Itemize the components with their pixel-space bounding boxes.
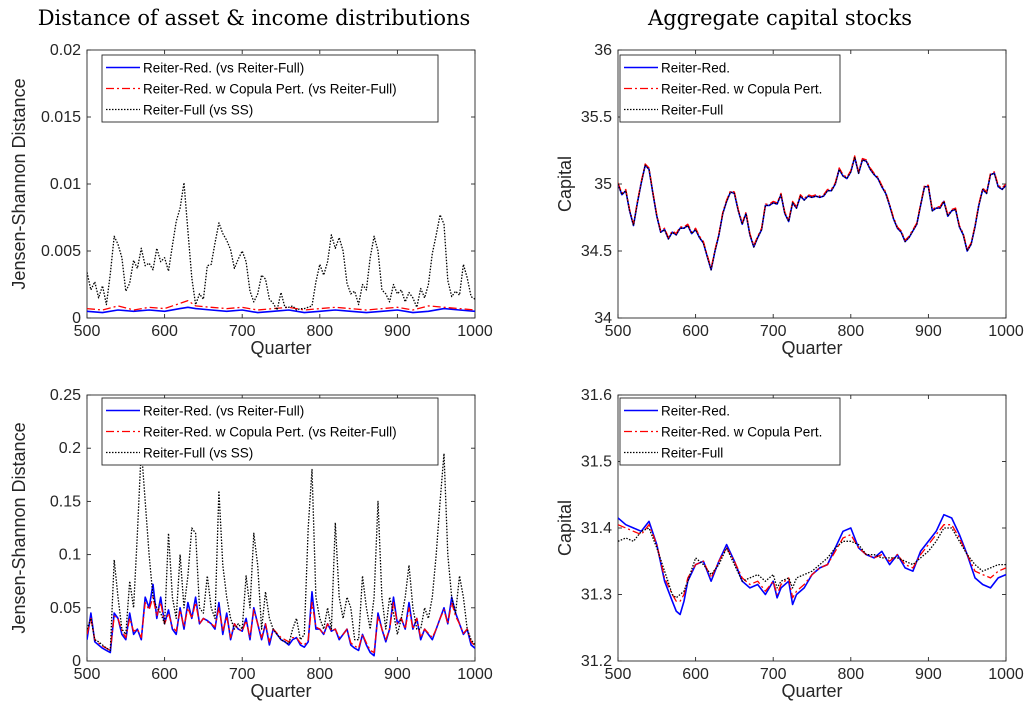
series-group [618,513,1006,616]
y-tick-label: 0.015 [41,109,81,126]
x-tick-label: 700 [229,323,256,340]
series-line-1 [618,524,1006,602]
y-axis-label: Jensen-Shannon Distance [9,78,29,289]
y-axis-label: Capital [555,156,575,212]
x-tick-label: 900 [915,666,942,683]
y-tick-label: 35 [594,176,612,193]
series-line-1 [87,299,475,311]
x-tick-label: 500 [605,666,632,683]
chart-panel-capital-top: 500 600 700 800 900 1000 34 34.5 35 35.5 36 Quarter… [555,42,1024,358]
x-tick-label: 1000 [988,666,1024,683]
series-line-0 [618,513,1006,616]
x-tick-label: 900 [384,323,411,340]
y-tick-label: 0.15 [50,493,81,510]
y-tick-label: 0 [72,310,81,327]
y-tick-label: 0.1 [59,547,81,564]
chart-panel-distance-top: 500 600 700 800 900 1000 0 0.005 0.01 0.015 0.02 Qu… [9,42,493,358]
y-tick-label: 31.5 [581,454,612,471]
x-axis-label: Quarter [250,681,311,701]
x-tick-label: 800 [837,666,864,683]
x-tick-label: 1000 [457,666,493,683]
x-tick-label: 600 [682,323,709,340]
y-tick-label: 31.2 [581,653,612,670]
x-axis-label: Quarter [781,338,842,358]
series-line-2 [618,156,1006,271]
legend-label: Reiter-Full [661,446,723,461]
x-tick-label: 700 [229,666,256,683]
legend-label: Reiter-Red. w Copula Pert. [661,425,822,440]
x-axis-label: Quarter [781,681,842,701]
x-axis-label: Quarter [250,338,311,358]
y-tick-label: 34.5 [581,243,612,260]
series-group [87,182,475,314]
y-tick-label: 35.5 [581,109,612,126]
y-tick-label: 0.05 [50,600,81,617]
legend: Reiter-Red. (vs Reiter-Full) Reiter-Red. … [101,54,439,123]
x-tick-label: 600 [151,323,178,340]
legend-box [101,54,439,123]
y-tick-label: 0.005 [41,243,81,260]
y-tick-label: 0.25 [50,387,81,404]
legend-label: Reiter-Full [661,103,723,118]
y-tick-label: 31.3 [581,587,612,604]
series-group [87,447,475,657]
legend-label: Reiter-Red. w Copula Pert. (vs Reiter-Fu… [143,82,397,97]
y-tick-label: 0.01 [50,176,81,193]
x-tick-label: 500 [605,323,632,340]
legend-label: Reiter-Red. (vs Reiter-Full) [143,404,304,419]
legend-box [101,397,439,466]
y-tick-label: 31.6 [581,387,612,404]
x-tick-label: 900 [384,666,411,683]
series-line-0 [87,306,475,314]
x-tick-label: 600 [151,666,178,683]
legend: Reiter-Red. (vs Reiter-Full) Reiter-Red. … [101,397,439,466]
y-tick-label: 34 [594,310,612,327]
y-tick-label: 0.2 [59,440,81,457]
y-tick-label: 0.02 [50,42,81,59]
legend-label: Reiter-Red. [661,61,730,76]
y-axis-label: Jensen-Shannon Distance [9,422,29,633]
y-tick-label: 31.4 [581,520,612,537]
series-group [618,155,1006,271]
x-tick-label: 800 [306,323,333,340]
legend: Reiter-Red. Reiter-Red. w Copula Pert. Rei… [619,397,841,466]
legend: Reiter-Red. Reiter-Red. w Copula Pert. Rei… [619,54,841,123]
column-title-distance: Distance of asset & income distributions [38,6,471,30]
x-tick-label: 700 [760,323,787,340]
series-line-1 [87,596,475,654]
legend-label: Reiter-Red. (vs Reiter-Full) [143,61,304,76]
legend-label: Reiter-Red. [661,404,730,419]
legend-label: Reiter-Red. w Copula Pert. [661,82,822,97]
x-tick-label: 800 [306,666,333,683]
x-tick-label: 600 [682,666,709,683]
series-line-1 [618,155,1006,270]
x-tick-label: 500 [74,666,101,683]
legend-label: Reiter-Red. w Copula Pert. (vs Reiter-Fu… [143,425,397,440]
x-tick-label: 700 [760,666,787,683]
x-tick-label: 900 [915,323,942,340]
x-tick-label: 1000 [988,323,1024,340]
x-tick-label: 1000 [457,323,493,340]
y-axis-label: Capital [555,500,575,556]
column-title-capital: Aggregate capital stocks [647,6,912,30]
y-tick-label: 36 [594,42,612,59]
legend-label: Reiter-Full (vs SS) [143,103,253,118]
chart-panel-distance-bottom: 500 600 700 800 900 1000 0 0.05 0.1 0.15 0.2 0.25 Qu… [9,387,493,701]
legend-label: Reiter-Full (vs SS) [143,446,253,461]
x-tick-label: 500 [74,323,101,340]
y-tick-label: 0 [72,653,81,670]
x-tick-label: 800 [837,323,864,340]
chart-panel-capital-bottom: 500 600 700 800 900 1000 31.2 31.3 31.4 31.5 31.6 Q… [555,387,1024,701]
